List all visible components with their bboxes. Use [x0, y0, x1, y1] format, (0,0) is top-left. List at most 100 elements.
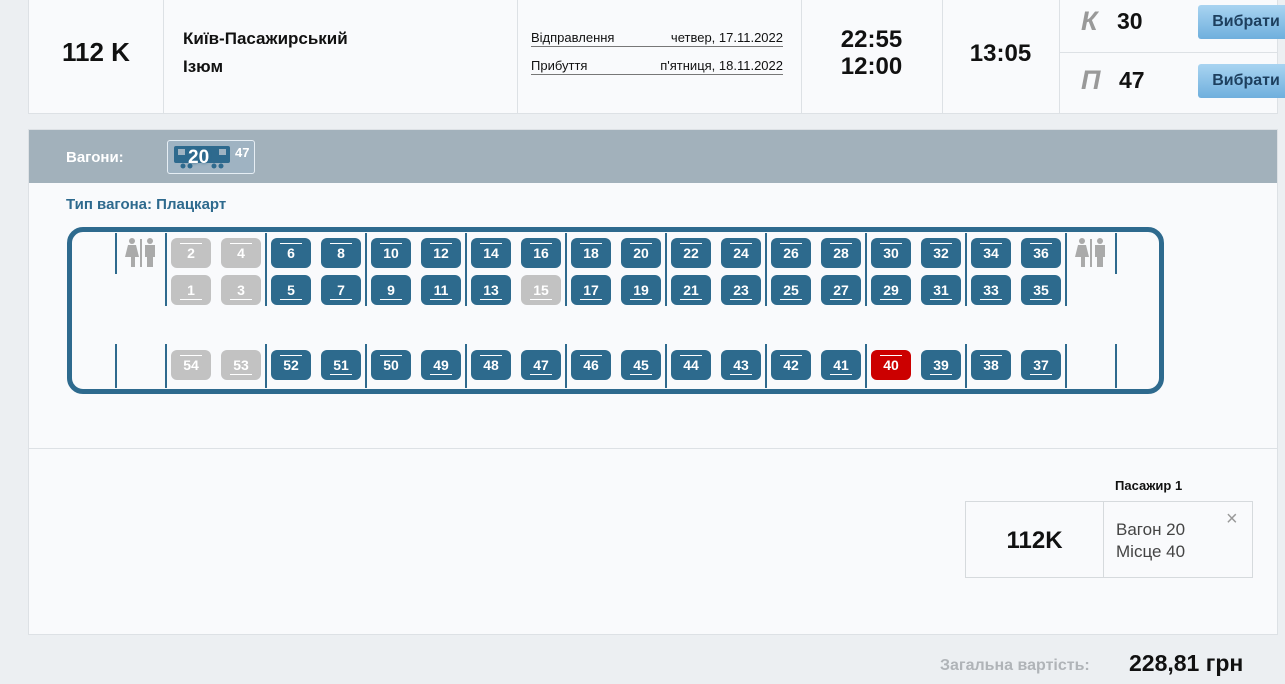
seat-8[interactable]: 8: [321, 238, 361, 268]
berth-line: [530, 243, 552, 244]
berth-line: [680, 355, 702, 356]
seat-27[interactable]: 27: [821, 275, 861, 305]
seat-30[interactable]: 30: [871, 238, 911, 268]
seat-25[interactable]: 25: [771, 275, 811, 305]
berth-line: [480, 355, 502, 356]
seat-number: 38: [983, 357, 999, 373]
seat-38[interactable]: 38: [971, 350, 1011, 380]
seat-19[interactable]: 19: [621, 275, 661, 305]
seat-10[interactable]: 10: [371, 238, 411, 268]
seat-40[interactable]: 40: [871, 350, 911, 380]
seat-number: 37: [1033, 357, 1049, 373]
berth-line: [580, 243, 602, 244]
seat-1: 1: [171, 275, 211, 305]
seat-number: 18: [583, 245, 599, 261]
seat-47[interactable]: 47: [521, 350, 561, 380]
close-icon[interactable]: ×: [1226, 508, 1238, 530]
seat-number: 47: [533, 357, 549, 373]
arrival-time: 12:00: [840, 53, 903, 80]
seat-number: 1: [187, 282, 195, 298]
seat-23[interactable]: 23: [721, 275, 761, 305]
seat-32[interactable]: 32: [921, 238, 961, 268]
seat-number: 12: [433, 245, 449, 261]
seat-20[interactable]: 20: [621, 238, 661, 268]
seat-45[interactable]: 45: [621, 350, 661, 380]
berth-line: [930, 299, 952, 300]
seat-number: 49: [433, 357, 449, 373]
ticket-train: 112K: [1006, 527, 1063, 554]
seat-number: 11: [433, 282, 449, 298]
berth-line: [730, 374, 752, 375]
berth-line: [680, 243, 702, 244]
seat-number: 52: [283, 357, 299, 373]
seat-31[interactable]: 31: [921, 275, 961, 305]
compartment-divider: [265, 233, 267, 306]
seat-5[interactable]: 5: [271, 275, 311, 305]
wagon-type: Тип вагона: Плацкарт: [66, 196, 227, 213]
berth-line: [730, 243, 752, 244]
berth-line: [1030, 299, 1052, 300]
wagon-20-button[interactable]: 20 47: [167, 140, 255, 174]
seat-34[interactable]: 34: [971, 238, 1011, 268]
berth-line: [180, 355, 202, 356]
seat-50[interactable]: 50: [371, 350, 411, 380]
seat-number: 30: [883, 245, 899, 261]
seat-number: 43: [733, 357, 749, 373]
seat-24[interactable]: 24: [721, 238, 761, 268]
berth-line: [880, 299, 902, 300]
seat-26[interactable]: 26: [771, 238, 811, 268]
berth-line: [930, 374, 952, 375]
seat-11[interactable]: 11: [421, 275, 461, 305]
seat-22[interactable]: 22: [671, 238, 711, 268]
seat-16[interactable]: 16: [521, 238, 561, 268]
seat-36[interactable]: 36: [1021, 238, 1061, 268]
seat-number: 24: [733, 245, 749, 261]
berth-line: [180, 299, 202, 300]
seat-7[interactable]: 7: [321, 275, 361, 305]
compartment-divider: [765, 344, 767, 388]
seat-12[interactable]: 12: [421, 238, 461, 268]
berth-line: [1030, 243, 1052, 244]
seat-29[interactable]: 29: [871, 275, 911, 305]
seat-21[interactable]: 21: [671, 275, 711, 305]
seat-14[interactable]: 14: [471, 238, 511, 268]
seat-number: 6: [287, 245, 295, 261]
select-class-k-button[interactable]: Вибрати: [1198, 5, 1285, 39]
seat-42[interactable]: 42: [771, 350, 811, 380]
seat-41[interactable]: 41: [821, 350, 861, 380]
compartment-divider: [965, 233, 967, 306]
seat-15: 15: [521, 275, 561, 305]
select-class-p-button[interactable]: Вибрати: [1198, 64, 1285, 98]
seat-9[interactable]: 9: [371, 275, 411, 305]
seat-number: 29: [883, 282, 899, 298]
seat-33[interactable]: 33: [971, 275, 1011, 305]
seat-number: 16: [533, 245, 549, 261]
compartment-divider: [1065, 233, 1067, 306]
seat-52[interactable]: 52: [271, 350, 311, 380]
seat-13[interactable]: 13: [471, 275, 511, 305]
seat-number: 3: [237, 282, 245, 298]
seat-49[interactable]: 49: [421, 350, 461, 380]
berth-line: [280, 243, 302, 244]
seat-39[interactable]: 39: [921, 350, 961, 380]
seat-51[interactable]: 51: [321, 350, 361, 380]
seat-46[interactable]: 46: [571, 350, 611, 380]
berth-line: [630, 299, 652, 300]
seat-35[interactable]: 35: [1021, 275, 1061, 305]
seat-number: 25: [783, 282, 799, 298]
seat-17[interactable]: 17: [571, 275, 611, 305]
seat-43[interactable]: 43: [721, 350, 761, 380]
seat-6[interactable]: 6: [271, 238, 311, 268]
seat-18[interactable]: 18: [571, 238, 611, 268]
seat-37[interactable]: 37: [1021, 350, 1061, 380]
seat-number: 13: [483, 282, 499, 298]
departure-time: 22:55: [840, 26, 903, 53]
seat-44[interactable]: 44: [671, 350, 711, 380]
seat-number: 41: [833, 357, 849, 373]
berth-line: [480, 243, 502, 244]
route-to: Ізюм: [183, 57, 224, 76]
seat-28[interactable]: 28: [821, 238, 861, 268]
seat-48[interactable]: 48: [471, 350, 511, 380]
seat-3: 3: [221, 275, 261, 305]
compartment-divider: [165, 344, 167, 388]
